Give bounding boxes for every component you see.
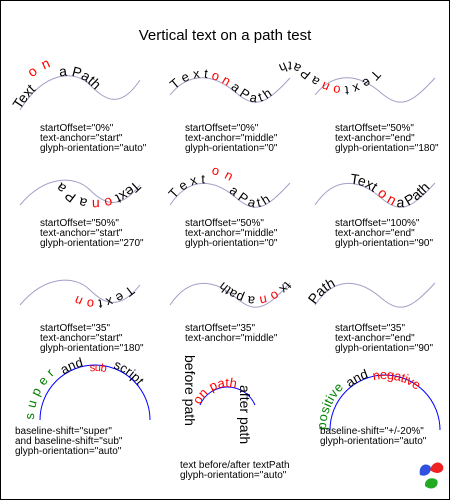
panel-11-before: before path <box>182 355 198 426</box>
panel-10-line-3: glyph-orientation="auto" <box>15 446 122 457</box>
panel-10-line-2: and baseline-shift="sub" <box>15 436 123 447</box>
panel-8-caption: startOffset="35" text-anchor="middle" <box>185 323 278 344</box>
panel-8-line-1: startOffset="35" <box>185 323 255 334</box>
panel-10-caption: baseline-shift="super" and baseline-shif… <box>15 426 125 457</box>
panel-12-caption: baseline-shift="+/-20%" glyph-orientatio… <box>320 426 427 447</box>
panel-12-line-2: glyph-orientation="auto" <box>320 436 427 447</box>
panel-7-line-1: startOffset="35" <box>40 323 110 334</box>
panel-6-line-1: startOffset="100%" <box>335 218 420 229</box>
panel-3-line-2: text-anchor="end" <box>335 133 415 144</box>
panel-1-caption: startOffset="0%" text-anchor="start" gly… <box>40 123 147 154</box>
panel-5-line-1: startOffset="50%" <box>185 218 264 229</box>
panel-9-caption: startOffset="35" text-anchor="end" glyph… <box>335 323 433 354</box>
panel-3-line-1: startOffset="50%" <box>335 123 414 134</box>
panel-11-line-1: text before/after textPath <box>180 460 290 471</box>
panel-9-line-1: startOffset="35" <box>335 323 405 334</box>
panel-9-line-3: glyph-orientation="90" <box>335 343 433 354</box>
panel-5-line-3: glyph-orientation="0" <box>185 238 278 249</box>
panel-2-line-2: text-anchor="middle" <box>185 133 278 144</box>
corner-logo-icon <box>419 462 444 489</box>
panel-11-after: after path <box>237 385 253 444</box>
panel-3-line-3: glyph-orientation="180" <box>335 143 439 154</box>
panel-4-line-3: glyph-orientation="270" <box>40 238 144 249</box>
page-title: Vertical text on a path test <box>139 27 312 44</box>
panel-4-line-1: startOffset="50%" <box>40 218 119 229</box>
panel-6-line-3: glyph-orientation="90" <box>335 238 433 249</box>
panel-2-line-3: glyph-orientation="0" <box>185 143 278 154</box>
panel-10-sub: sub <box>89 362 107 375</box>
panel-12-line-1: baseline-shift="+/-20%" <box>320 426 424 437</box>
panel-1-line-2: text-anchor="start" <box>40 133 123 144</box>
panel-1-line-3: glyph-orientation="auto" <box>40 143 147 154</box>
panel-5-caption: startOffset="50%" text-anchor="middle" g… <box>185 218 280 249</box>
panel-3-span-b: o n <box>319 79 345 99</box>
panel-10-line-1: baseline-shift="super" <box>15 426 112 437</box>
panel-4-caption: startOffset="50%" text-anchor="start" gl… <box>40 218 144 249</box>
panel-2-line-1: startOffset="0%" <box>185 123 259 134</box>
panel-7-line-3: glyph-orientation="180" <box>40 343 144 354</box>
panel-7-caption: startOffset="35" text-anchor="start" gly… <box>40 323 144 354</box>
panel-6-line-2: text-anchor="end" <box>335 228 415 239</box>
panel-8-line-2: text-anchor="middle" <box>185 333 278 344</box>
panel-2-caption: startOffset="0%" text-anchor="middle" gl… <box>185 123 280 154</box>
panel-11-line-2: glyph-orientation="auto" <box>180 470 287 481</box>
panel-1-line-1: startOffset="0%" <box>40 123 114 134</box>
panel-5-line-2: text-anchor="middle" <box>185 228 278 239</box>
panel-7-span-b: o n <box>72 293 98 312</box>
panel-6-caption: startOffset="100%" text-anchor="end" gly… <box>335 218 433 249</box>
panel-3-caption: startOffset="50%" text-anchor="end" glyp… <box>335 123 439 154</box>
panel-9-line-2: text-anchor="end" <box>335 333 415 344</box>
panel-4-line-2: text-anchor="start" <box>40 228 123 239</box>
panel-11-caption: text before/after textPath glyph-orienta… <box>180 460 292 481</box>
panel-7-line-2: text-anchor="start" <box>40 333 123 344</box>
panel-4-span-b: o n <box>92 194 115 213</box>
